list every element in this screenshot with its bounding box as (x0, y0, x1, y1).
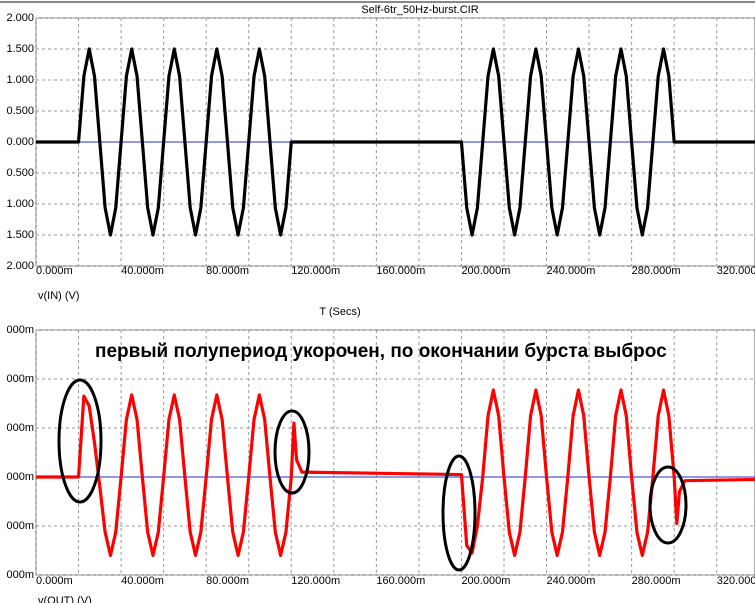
x-tick-label: 120.000m (291, 575, 340, 587)
y-tick-label: 0.000 (6, 136, 34, 148)
y-tick-label: 2.000 (6, 260, 34, 272)
x-tick-label: 200.000m (461, 265, 510, 277)
series-line (36, 47, 755, 237)
highlight-ellipse (57, 378, 103, 504)
y-tick-label: 1.500 (6, 229, 34, 241)
x-tick-label: 40.000m (121, 265, 164, 277)
y-tick-label: 0.500 (6, 105, 34, 117)
x-tick-label: 80.000m (206, 575, 249, 587)
x-tick-label: 320.000m (717, 265, 755, 277)
x-tick-label: 120.000m (291, 265, 340, 277)
series-name: v(OUT) (V) (38, 595, 92, 603)
x-tick-label: 0.000m (36, 265, 73, 277)
x-tick-label: 320.000m (717, 575, 755, 587)
y-tick-label: 000m (6, 520, 34, 532)
x-tick-label: 80.000m (206, 265, 249, 277)
x-tick-label: 40.000m (121, 575, 164, 587)
x-tick-label: 200.000m (461, 575, 510, 587)
y-tick-label: 1.500 (6, 43, 34, 55)
highlight-ellipses (57, 378, 688, 572)
x-tick-label: 160.000m (376, 265, 425, 277)
x-tick-label: 240.000m (547, 265, 596, 277)
series-name: v(IN) (V) (38, 290, 80, 302)
y-tick-label: 000m (6, 324, 34, 336)
y-tick-label: 0.500 (6, 167, 34, 179)
x-axis-label: T (Secs) (319, 306, 360, 318)
x-tick-label: 280.000m (632, 265, 681, 277)
chart-title: Self-6tr_50Hz-burst.CIR (361, 4, 478, 16)
series-line (36, 388, 755, 557)
plot-area (35, 329, 755, 576)
y-tick-label: 2.000 (6, 12, 34, 24)
x-tick-label: 280.000m (632, 575, 681, 587)
x-tick-label: 0.000m (36, 575, 73, 587)
y-tick-label: 000m (6, 373, 34, 385)
highlight-ellipse (648, 465, 688, 545)
x-tick-label: 240.000m (547, 575, 596, 587)
highlight-ellipse (441, 454, 477, 572)
y-tick-label: 000m (6, 569, 34, 581)
y-tick-label: 1.000 (6, 198, 34, 210)
x-tick-label: 160.000m (376, 575, 425, 587)
highlight-ellipse (273, 409, 311, 495)
y-tick-label: 1.000 (6, 74, 34, 86)
annotation: первый полупериод укорочен, по окончании… (95, 341, 667, 362)
y-tick-label: 000m (6, 471, 34, 483)
y-tick-label: 000m (6, 422, 34, 434)
